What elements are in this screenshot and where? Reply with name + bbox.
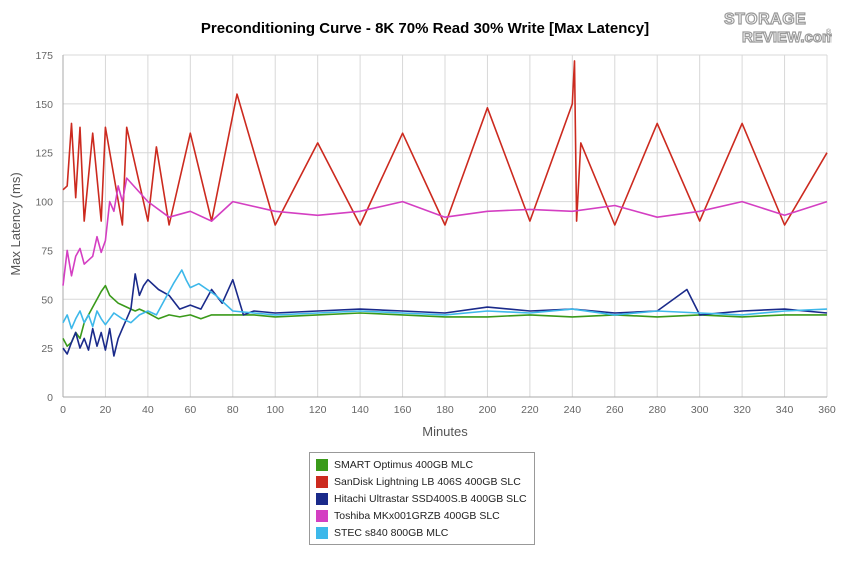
- y-tick-label: 0: [47, 392, 53, 404]
- svg-text:®: ®: [826, 28, 832, 36]
- legend-swatch: [316, 492, 328, 505]
- legend-item: SanDisk Lightning LB 406S 400GB SLC: [316, 473, 528, 490]
- chart-legend: SMART Optimus 400GB MLC SanDisk Lightning…: [309, 452, 535, 545]
- svg-text:REVIEW.com: REVIEW.com: [742, 29, 832, 46]
- legend-label: STEC s840 800GB MLC: [334, 526, 449, 539]
- series-line-3: [62, 177, 828, 286]
- series-lines: [62, 60, 828, 357]
- x-tick-label: 220: [521, 404, 539, 416]
- y-tick-label: 25: [41, 343, 53, 355]
- legend-label: Hitachi Ultrastar SSD400S.B 400GB SLC: [334, 492, 527, 505]
- series-line-4: [62, 269, 828, 330]
- x-tick-label: 40: [142, 404, 154, 416]
- legend-item: STEC s840 800GB MLC: [316, 524, 528, 541]
- x-tick-label: 240: [564, 404, 582, 416]
- x-tick-label: 180: [436, 404, 454, 416]
- series-line-2: [62, 273, 828, 357]
- x-tick-label: 340: [776, 404, 794, 416]
- x-tick-label: 160: [394, 404, 412, 416]
- legend-swatch: [316, 526, 328, 539]
- storagereview-logo-mark: STORAGE REVIEW.com ®: [723, 10, 836, 46]
- tick-labels: 0 25 50 75 100 125 150 175 0 20 40 60 80 100 120 140 160…: [35, 50, 835, 416]
- legend-label: SMART Optimus 400GB MLC: [334, 458, 474, 471]
- x-tick-label: 360: [818, 404, 836, 416]
- x-tick-label: 120: [309, 404, 327, 416]
- x-tick-label: 60: [184, 404, 196, 416]
- y-tick-label: 100: [35, 197, 53, 209]
- svg-text:STORAGE: STORAGE: [724, 11, 806, 28]
- legend-swatch: [316, 509, 328, 522]
- legend-swatch: [316, 458, 328, 471]
- chart-title: Preconditioning Curve - 8K 70% Read 30% …: [200, 20, 650, 37]
- x-tick-label: 140: [351, 404, 369, 416]
- x-tick-label: 80: [227, 404, 239, 416]
- x-tick-label: 260: [606, 404, 624, 416]
- storagereview-logo: STORAGE REVIEW.com ®: [722, 8, 836, 48]
- x-tick-label: 300: [691, 404, 709, 416]
- y-tick-label: 50: [41, 294, 53, 306]
- x-tick-label: 0: [60, 404, 66, 416]
- x-axis-label: Minutes: [422, 424, 468, 439]
- legend-swatch: [316, 475, 328, 488]
- series-line-0: [62, 284, 827, 348]
- legend-item: Hitachi Ultrastar SSD400S.B 400GB SLC: [316, 490, 528, 507]
- y-tick-label: 125: [35, 148, 53, 160]
- legend-item: Toshiba MKx001GRZB 400GB SLC: [316, 507, 528, 524]
- legend-label: Toshiba MKx001GRZB 400GB SLC: [334, 509, 500, 522]
- y-tick-label: 175: [35, 50, 53, 62]
- x-tick-label: 100: [266, 404, 284, 416]
- x-tick-label: 20: [100, 404, 112, 416]
- line-chart: 0 25 50 75 100 125 150 175 0 20 40 60 80 100 120 140 160…: [8, 50, 836, 439]
- legend-label: SanDisk Lightning LB 406S 400GB SLC: [334, 475, 521, 488]
- y-tick-label: 150: [35, 99, 53, 111]
- series-line-1: [62, 60, 828, 226]
- y-tick-label: 75: [41, 245, 53, 257]
- gridlines: [62, 54, 828, 398]
- x-tick-label: 200: [479, 404, 497, 416]
- y-axis-label: Max Latency (ms): [8, 172, 23, 275]
- x-tick-label: 280: [648, 404, 666, 416]
- legend-item: SMART Optimus 400GB MLC: [316, 456, 528, 473]
- x-tick-label: 320: [733, 404, 751, 416]
